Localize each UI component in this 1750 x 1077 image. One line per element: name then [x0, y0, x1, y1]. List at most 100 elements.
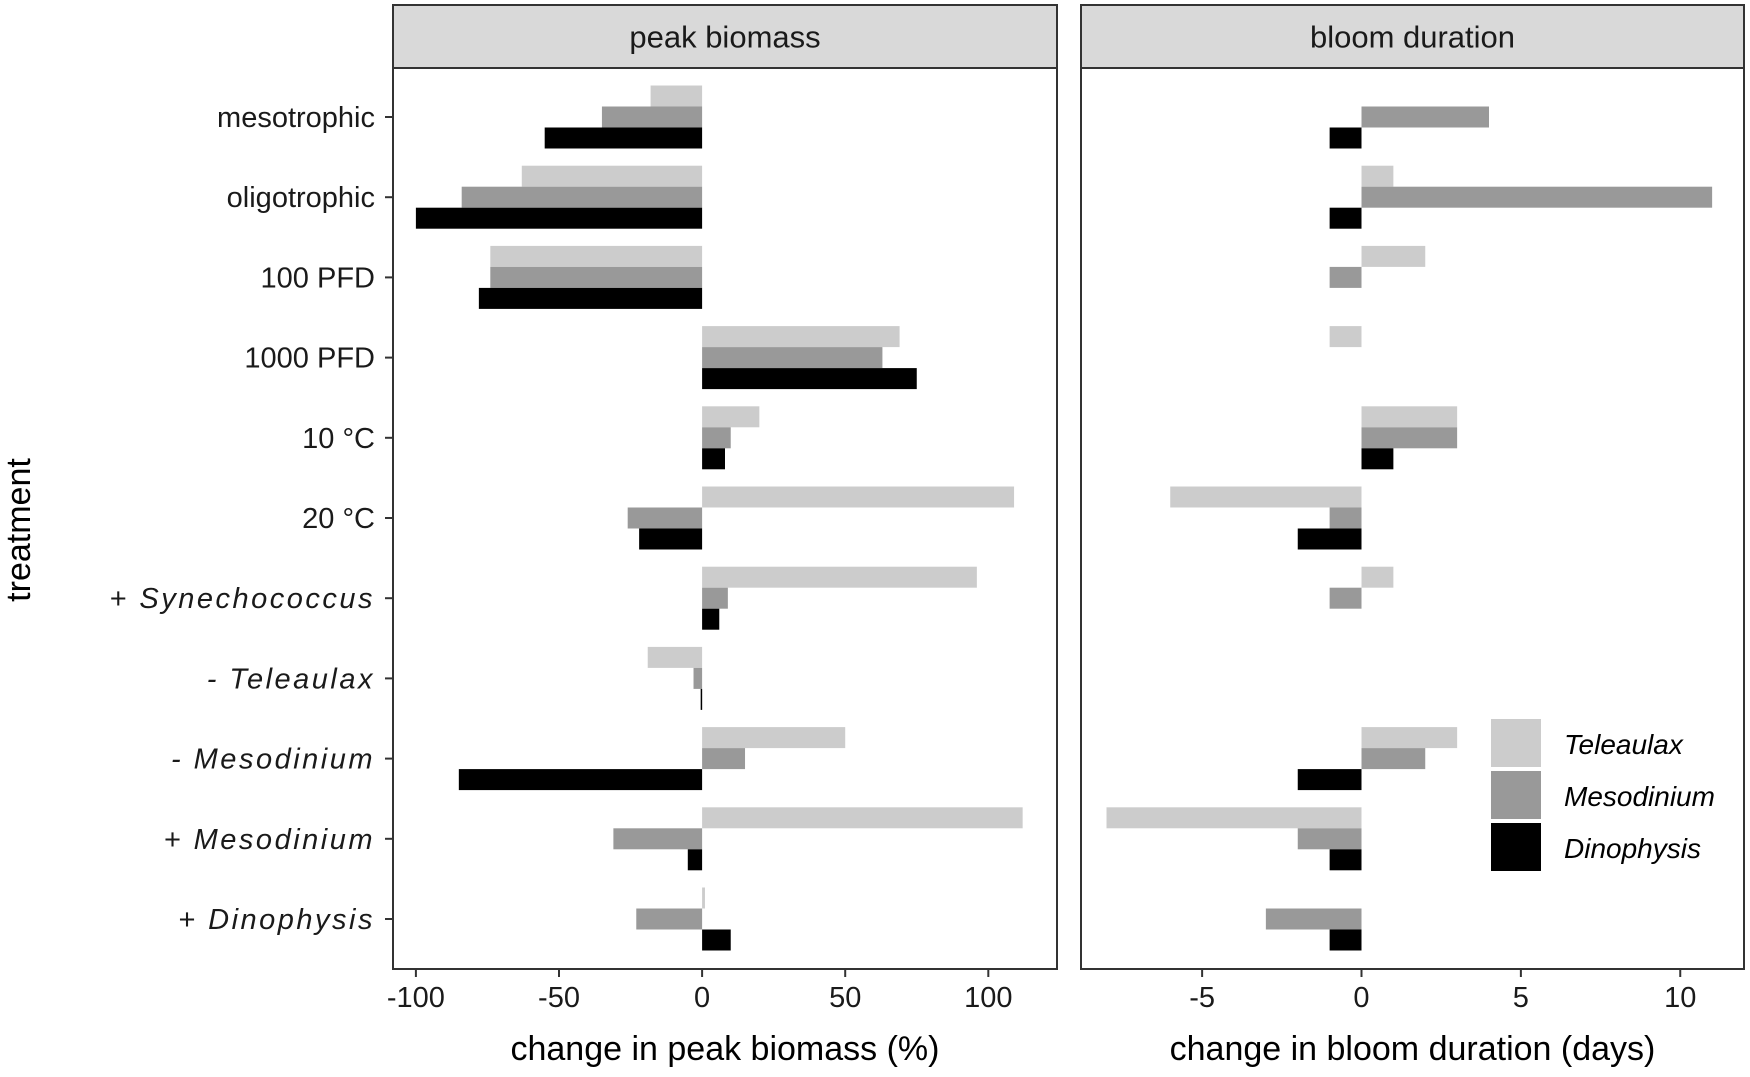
- legend-key-mesodinium: [1489, 769, 1543, 821]
- y-tick-label: 10 °C: [302, 423, 375, 455]
- bar-mesodinium-2: [490, 266, 703, 288]
- y-tick-label: - Teleaulax: [207, 663, 375, 695]
- y-tick-label: 1000 PFD: [244, 343, 375, 375]
- bar-mesodinium-5: [627, 507, 703, 529]
- bar-teleaulax-2: [1361, 245, 1426, 267]
- bar-teleaulax-1: [1361, 165, 1394, 187]
- x-tick-label: 100: [964, 982, 1012, 1014]
- bar-mesodinium-8: [1361, 748, 1426, 770]
- bar-teleaulax-0: [650, 85, 703, 107]
- y-tick-label: mesotrophic: [217, 102, 375, 134]
- y-axis-title: treatment: [0, 458, 38, 602]
- bar-dinophysis-4: [702, 448, 725, 470]
- x-tick-label: 0: [1353, 982, 1369, 1014]
- bar-teleaulax-1: [521, 165, 703, 187]
- bar-teleaulax-3: [1329, 326, 1362, 348]
- bar-teleaulax-8: [702, 727, 846, 749]
- legend-label: Teleaulax: [1564, 729, 1684, 760]
- bar-dinophysis-10: [702, 929, 731, 951]
- bar-dinophysis-1: [415, 207, 703, 229]
- y-tick-label: + Synechococcus: [109, 583, 375, 615]
- bar-teleaulax-5: [702, 486, 1015, 508]
- bar-dinophysis-5: [1297, 528, 1362, 550]
- bar-mesodinium-4: [702, 427, 731, 449]
- bar-dinophysis-8: [458, 769, 703, 791]
- bar-teleaulax-6: [702, 566, 977, 588]
- x-axis-title: change in bloom duration (days): [1170, 1030, 1656, 1068]
- bar-teleaulax-7: [647, 646, 703, 668]
- x-axis: -5 0 5 10: [1189, 969, 1696, 1014]
- x-tick-label: 0: [694, 982, 710, 1014]
- x-tick-label: 50: [829, 982, 861, 1014]
- legend-label: Dinophysis: [1564, 833, 1701, 864]
- panel-peak-biomass: peak biomass -100 -50 0 50 100 change in peak …: [387, 4, 1058, 1068]
- x-tick-label: -5: [1189, 982, 1215, 1014]
- bar-dinophysis-8: [1297, 769, 1362, 791]
- bar-mesodinium-3: [702, 347, 883, 369]
- y-tick-label: 100 PFD: [261, 262, 375, 294]
- bar-dinophysis-0: [1329, 127, 1362, 149]
- y-axis: mesotrophic oligotrophic 100 PFD 1000 PFD 10…: [109, 102, 393, 936]
- legend-key-teleaulax: [1489, 717, 1543, 769]
- bar-mesodinium-9: [1297, 828, 1362, 850]
- bar-dinophysis-0: [544, 127, 703, 149]
- bar-mesodinium-9: [613, 828, 703, 850]
- bar-teleaulax-9: [1106, 807, 1362, 829]
- bar-mesodinium-8: [702, 748, 746, 770]
- strip-label: peak biomass: [629, 20, 820, 55]
- bar-dinophysis-2: [478, 287, 703, 309]
- legend-key-dinophysis: [1489, 821, 1543, 873]
- bar-mesodinium-5: [1329, 507, 1362, 529]
- y-tick-label: oligotrophic: [227, 182, 375, 214]
- bar-dinophysis-9: [687, 849, 703, 871]
- bars: [1106, 106, 1713, 951]
- x-tick-label: 5: [1513, 982, 1529, 1014]
- bar-dinophysis-3: [702, 368, 917, 390]
- bar-teleaulax-8: [1361, 727, 1458, 749]
- bar-mesodinium-4: [1361, 427, 1458, 449]
- bar-dinophysis-6: [702, 608, 720, 630]
- bar-teleaulax-6: [1361, 566, 1394, 588]
- bar-dinophysis-1: [1329, 207, 1362, 229]
- bar-mesodinium-10: [636, 908, 703, 930]
- legend: Teleaulax Mesodinium Dinophysis: [1489, 717, 1715, 873]
- x-tick-label: 10: [1664, 982, 1696, 1014]
- bar-mesodinium-6: [702, 587, 728, 609]
- bar-mesodinium-7: [693, 667, 703, 689]
- bar-dinophysis-10: [1329, 929, 1362, 951]
- y-tick-label: - Mesodinium: [171, 744, 375, 776]
- bar-dinophysis-5: [639, 528, 703, 550]
- y-tick-label: + Dinophysis: [178, 904, 375, 936]
- bar-mesodinium-1: [461, 186, 703, 208]
- legend-label: Mesodinium: [1564, 781, 1715, 812]
- bar-teleaulax-4: [1361, 406, 1458, 428]
- bar-mesodinium-10: [1265, 908, 1362, 930]
- bar-mesodinium-6: [1329, 587, 1362, 609]
- bar-dinophysis-9: [1329, 849, 1362, 871]
- panel-border: [1080, 67, 1745, 970]
- strip-background: [1080, 4, 1745, 69]
- x-axis: -100 -50 0 50 100: [387, 969, 1013, 1014]
- bar-mesodinium-0: [1361, 106, 1489, 128]
- bar-mesodinium-0: [601, 106, 703, 128]
- bar-teleaulax-3: [702, 326, 900, 348]
- bar-mesodinium-2: [1329, 266, 1362, 288]
- strip-label: bloom duration: [1310, 20, 1515, 55]
- bars: [415, 85, 1023, 951]
- bar-teleaulax-4: [702, 406, 760, 428]
- y-tick-label: + Mesodinium: [164, 824, 375, 856]
- bar-teleaulax-5: [1170, 486, 1362, 508]
- bar-mesodinium-1: [1361, 186, 1713, 208]
- strip-background: [392, 4, 1058, 69]
- x-axis-title: change in peak biomass (%): [510, 1030, 939, 1068]
- bar-dinophysis-4: [1361, 448, 1394, 470]
- x-tick-label: -50: [538, 982, 580, 1014]
- bar-teleaulax-2: [490, 245, 703, 267]
- bar-teleaulax-10: [702, 887, 705, 909]
- bar-teleaulax-9: [702, 807, 1023, 829]
- x-tick-label: -100: [387, 982, 445, 1014]
- bar-dinophysis-7: [700, 688, 703, 710]
